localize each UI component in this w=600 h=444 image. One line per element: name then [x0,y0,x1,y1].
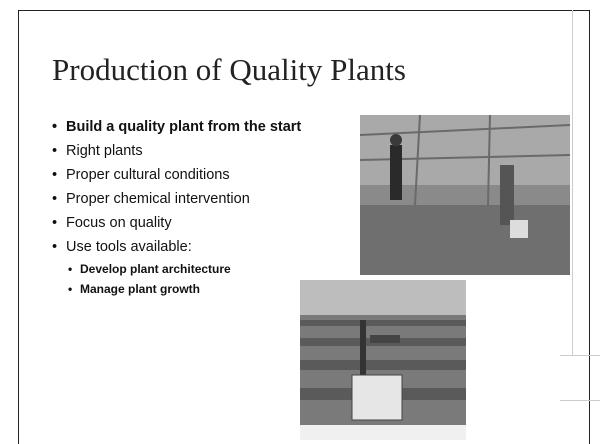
guide-line [560,355,600,356]
bullet: Build a quality plant from the start [52,118,341,137]
greenhouse-photo [360,115,570,275]
plant-crop-photo [300,280,466,440]
slide: Production of Quality Plants Build a qua… [0,0,600,444]
bullet: Right plants [52,142,342,161]
bullet: Proper cultural conditions [52,166,342,185]
guide-line [572,10,573,355]
bullet: Use tools available: Develop plant archi… [52,238,342,297]
slide-title: Production of Quality Plants [52,52,406,88]
bullet-list: Build a quality plant from the start Rig… [52,118,342,302]
bullet: Focus on quality [52,214,342,233]
sub-bullet: Develop plant architecture [66,261,342,277]
bullet: Proper chemical intervention [52,190,342,209]
guide-line [560,400,600,401]
bullet-text: Use tools available: [66,239,192,255]
